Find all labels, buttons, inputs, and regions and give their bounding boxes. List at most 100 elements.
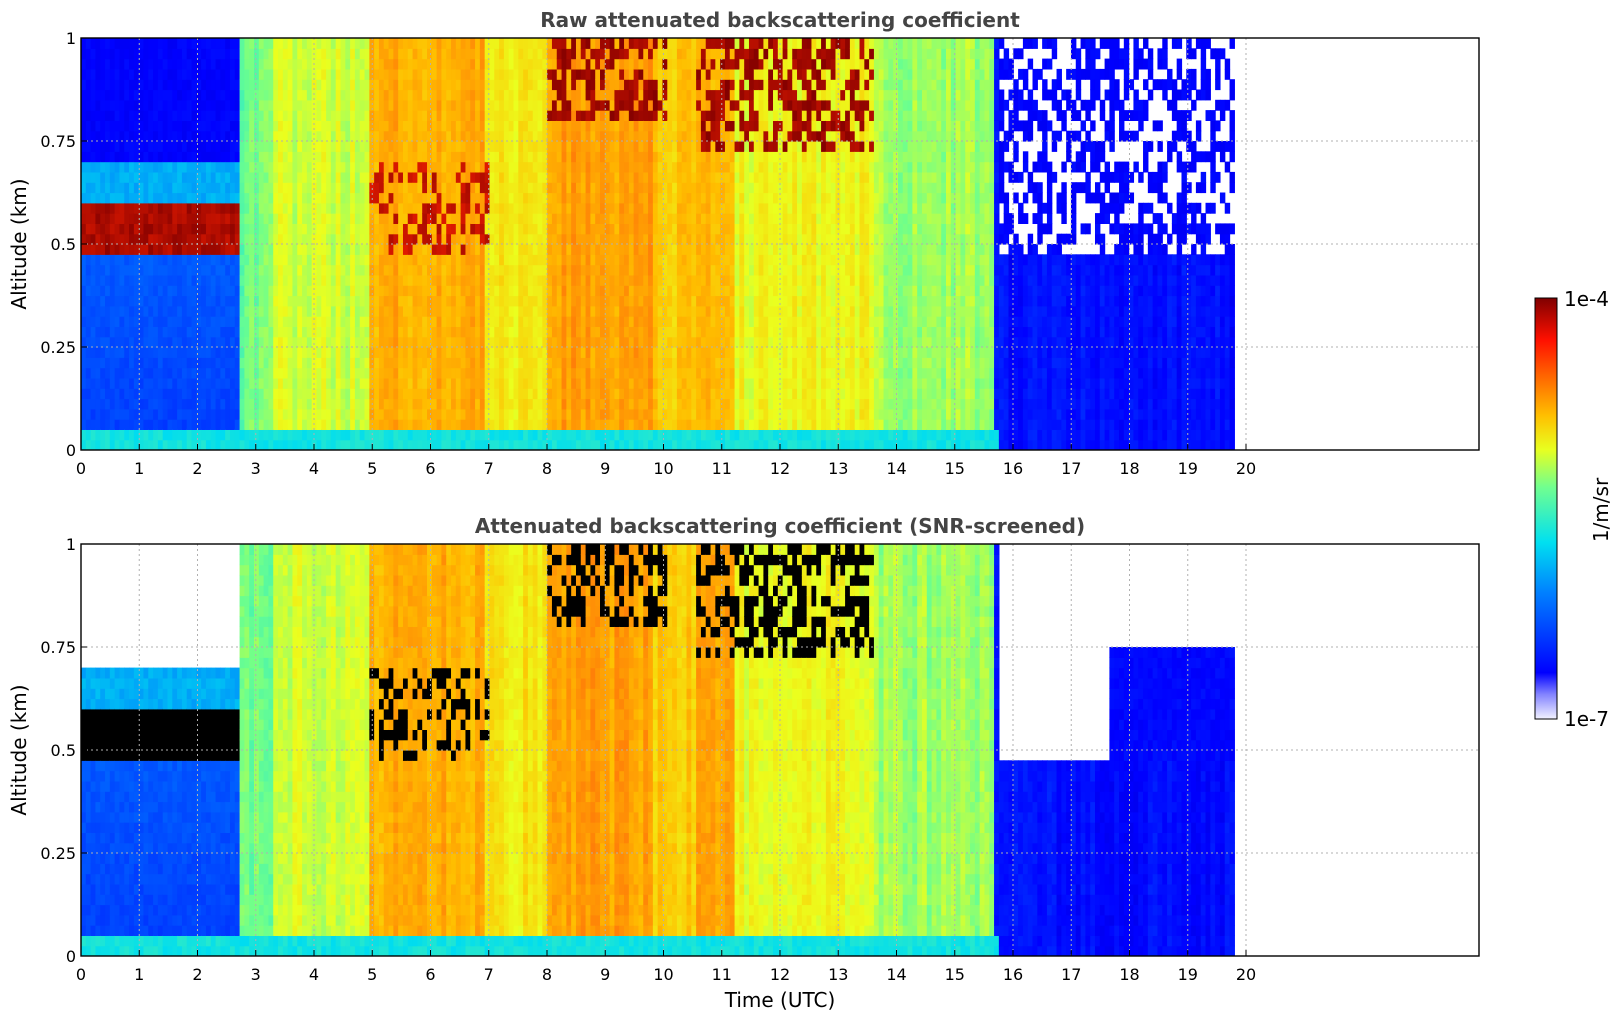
heatmap-cell: [614, 347, 620, 358]
heatmap-cell: [475, 285, 481, 297]
heatmap-cell: [585, 285, 591, 297]
heatmap-cell: [249, 274, 255, 286]
heatmap-cell: [124, 79, 130, 91]
heatmap-cell: [273, 305, 279, 317]
heatmap-cell: [81, 79, 87, 91]
heatmap-cell: [302, 367, 308, 379]
heatmap-cell: [523, 99, 529, 111]
heatmap-cell: [441, 99, 447, 111]
heatmap-cell: [148, 182, 154, 194]
heatmap-cell: [321, 79, 327, 91]
heatmap-cell: [662, 398, 668, 410]
heatmap-cell: [523, 377, 529, 389]
heatmap-cell: [672, 377, 678, 389]
heatmap-cell: [624, 38, 630, 49]
heatmap-cell: [551, 223, 558, 235]
heatmap-cell: [364, 336, 370, 348]
heatmap-cell: [590, 161, 596, 173]
heatmap-cell: [460, 223, 467, 235]
heatmap-cell: [484, 141, 491, 152]
heatmap-cell: [186, 223, 193, 235]
heatmap-cell: [90, 274, 97, 286]
heatmap-cell: [441, 223, 447, 235]
heatmap-cell: [412, 130, 418, 142]
heatmap-cell: [157, 233, 164, 245]
heatmap-cell: [633, 68, 640, 80]
heatmap-cell: [499, 151, 505, 163]
heatmap-cell: [210, 182, 217, 194]
heatmap-cell: [604, 48, 611, 60]
heatmap-cell: [258, 161, 265, 173]
heatmap-cell: [378, 68, 385, 80]
heatmap-cell: [244, 223, 250, 235]
heatmap-cell: [306, 171, 313, 183]
heatmap-cell: [412, 398, 418, 410]
heatmap-cell: [460, 38, 467, 49]
heatmap-cell: [215, 213, 221, 224]
heatmap-cell: [571, 68, 577, 80]
heatmap-cell: [215, 38, 221, 49]
heatmap-cell: [330, 274, 337, 286]
heatmap-cell: [105, 68, 111, 80]
heatmap-cell: [527, 377, 534, 389]
heatmap-cell: [542, 48, 548, 60]
heatmap-cell: [311, 182, 318, 194]
heatmap-cell: [556, 336, 563, 348]
heatmap-cell: [600, 305, 606, 317]
heatmap-cell: [225, 254, 231, 266]
heatmap-cell: [537, 202, 543, 214]
heatmap-cell: [619, 130, 625, 142]
heatmap-cell: [143, 326, 149, 338]
heatmap-cell: [258, 419, 265, 430]
heatmap-cell: [662, 295, 668, 307]
heatmap-cell: [470, 254, 476, 266]
heatmap-cell: [451, 130, 457, 142]
heatmap-cell: [590, 347, 596, 358]
heatmap-cell: [220, 408, 226, 420]
heatmap-cell: [561, 89, 567, 101]
heatmap-cell: [172, 274, 178, 286]
heatmap-cell: [229, 161, 236, 173]
heatmap-cell: [619, 58, 625, 70]
heatmap-cell: [244, 233, 250, 245]
heatmap-cell: [604, 58, 611, 70]
heatmap-cell: [143, 439, 149, 450]
heatmap-cell: [119, 274, 125, 286]
heatmap-cell: [354, 347, 361, 358]
heatmap-cell: [378, 213, 385, 224]
heatmap-cell: [326, 161, 332, 173]
heatmap-cell: [95, 202, 101, 214]
heatmap-cell: [455, 120, 462, 132]
heatmap-cell: [225, 305, 231, 317]
heatmap-cell: [239, 316, 245, 327]
heatmap-cell: [561, 68, 567, 80]
heatmap-cell: [465, 244, 471, 255]
heatmap-cell: [374, 254, 380, 266]
heatmap-cell: [105, 110, 111, 121]
heatmap-cell: [229, 367, 236, 379]
heatmap-cell: [513, 419, 519, 430]
heatmap-cell: [676, 79, 683, 91]
heatmap-cell: [114, 336, 121, 348]
heatmap-cell: [503, 336, 510, 348]
heatmap-cell: [556, 120, 563, 132]
heatmap-cell: [374, 171, 380, 183]
heatmap-cell: [85, 171, 92, 183]
heatmap-cell: [518, 151, 524, 163]
heatmap-cell: [177, 192, 183, 204]
heatmap-cell: [124, 336, 130, 348]
heatmap-cell: [109, 295, 116, 307]
heatmap-cell: [580, 68, 587, 80]
heatmap-cell: [503, 38, 510, 49]
heatmap-cell: [398, 161, 404, 173]
heatmap-cell: [254, 151, 260, 163]
heatmap-cell: [340, 398, 346, 410]
heatmap-cell: [460, 439, 467, 450]
heatmap-cell: [201, 89, 207, 101]
heatmap-cell: [311, 336, 318, 348]
heatmap-cell: [470, 305, 476, 317]
heatmap-cell: [239, 99, 245, 111]
heatmap-cell: [619, 110, 625, 121]
heatmap-cell: [441, 347, 447, 358]
heatmap-cell: [129, 58, 135, 70]
